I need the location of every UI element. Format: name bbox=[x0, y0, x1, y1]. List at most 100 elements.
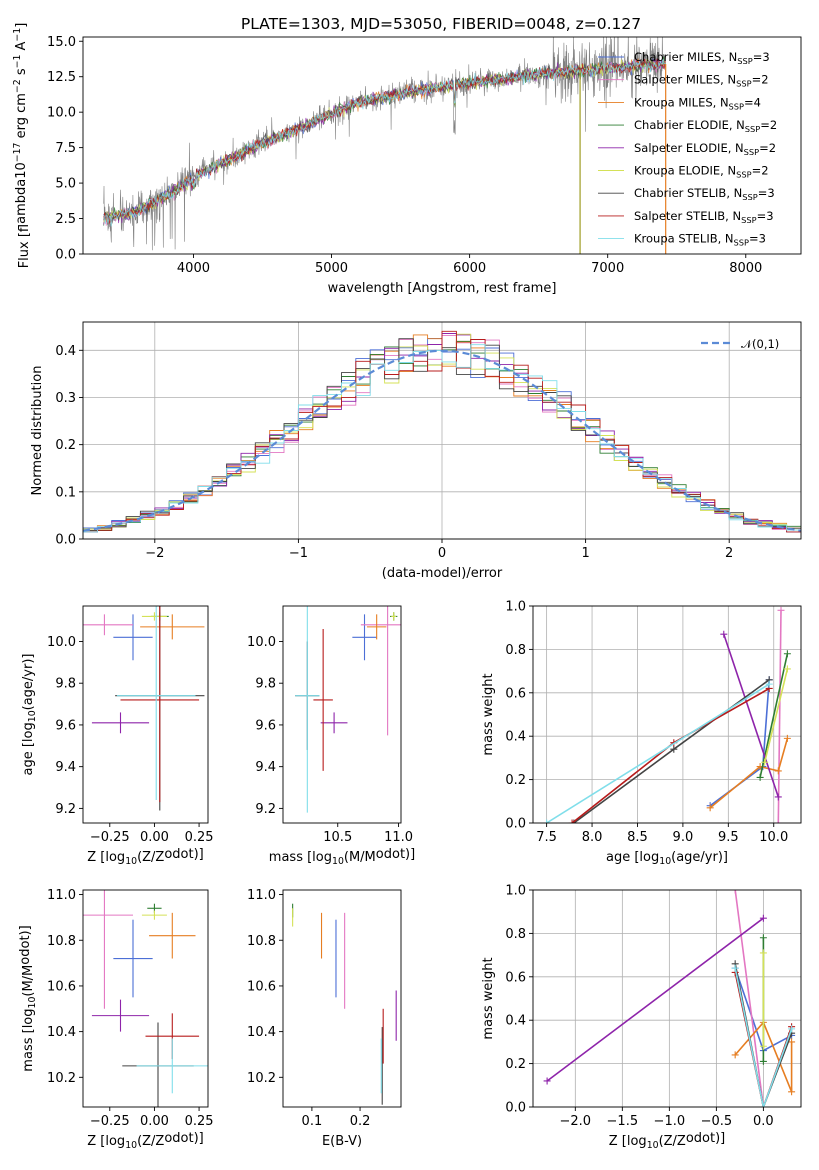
errorbar-point bbox=[91, 999, 150, 1032]
x-tick-label: 6000 bbox=[453, 261, 486, 276]
gaussian-curve bbox=[83, 349, 801, 532]
residual-histogram bbox=[83, 344, 801, 539]
errorbar-point bbox=[352, 614, 377, 661]
y-tick-label: 0.2 bbox=[55, 438, 76, 453]
series-marker bbox=[543, 1077, 551, 1085]
residuals-frame bbox=[82, 321, 802, 540]
y-tick-label: 5.0 bbox=[55, 177, 76, 192]
y-tick-label: 0.2 bbox=[505, 773, 526, 788]
x-tick-label: 11.0 bbox=[384, 830, 413, 845]
y-tick-label: 0.0 bbox=[505, 817, 526, 832]
residuals-xlabel: (data-model)/error bbox=[382, 566, 503, 581]
y-tick-label: 10.4 bbox=[247, 1025, 276, 1040]
y-tick-label: 2.5 bbox=[55, 212, 76, 227]
legend-label: Chabrier ELODIE, NSSP=2 bbox=[634, 118, 777, 134]
x-tick-label: −1.5 bbox=[607, 1114, 639, 1129]
y-tick-label: 12.5 bbox=[47, 70, 76, 85]
errorbar-point bbox=[141, 612, 167, 621]
y-tick-label: 1.0 bbox=[505, 600, 526, 615]
x-tick-label: −2 bbox=[145, 546, 164, 561]
y-tick-label: 10.2 bbox=[247, 1071, 276, 1086]
weight-vs-Z-plot-area bbox=[543, 890, 796, 1107]
age-vs-Z-ylabel: age [log10(age/yr)] bbox=[21, 654, 38, 776]
x-tick-label: 0.1 bbox=[302, 1114, 323, 1129]
x-tick-label: −0.25 bbox=[90, 1114, 130, 1129]
mass-vs-Z-ticks: −0.25 0.00 0.25 10.2 10.4 10.6 10.8 11.0 bbox=[47, 888, 214, 1129]
y-tick-label: 7.5 bbox=[55, 141, 76, 156]
mass-vs-Z-plot-area bbox=[83, 890, 208, 1107]
series-marker bbox=[731, 890, 739, 894]
legend-label: Kroupa MILES, NSSP=4 bbox=[634, 95, 761, 111]
legend-label: Chabrier STELIB, NSSP=3 bbox=[634, 186, 775, 202]
age-vs-mass-plot-area bbox=[295, 606, 401, 813]
mass-vs-EBV-xlabel: E(B-V) bbox=[322, 1134, 362, 1149]
series-marker bbox=[759, 1057, 767, 1065]
series-line bbox=[723, 633, 780, 798]
errorbar-point bbox=[83, 890, 133, 1009]
residuals-chart: −2 −1 0 1 2 0.0 0.1 0.2 0.3 0.4 (data-model)/error… bbox=[30, 321, 802, 581]
weight-vs-Z-xlabel: Z [log10(Z/Zodot)] bbox=[609, 1131, 726, 1151]
age-vs-mass-chart: 10.5 11.0 9.2 9.4 9.6 9.8 10.0 mass [log10(M/Mo… bbox=[247, 605, 415, 867]
series-marker bbox=[774, 793, 782, 801]
series-marker bbox=[783, 665, 791, 673]
mass-weight-series bbox=[761, 665, 791, 766]
errorbar-point bbox=[366, 614, 387, 640]
series-marker bbox=[761, 758, 769, 766]
spectrum-chart: 4000 5000 6000 7000 8000 0.0 2.5 5.0 7.5 10.0 12.5… bbox=[12, 23, 802, 296]
mass-weight-series bbox=[543, 914, 767, 1085]
series-marker bbox=[774, 819, 782, 823]
weight-vs-Z-chart: −2.0 −1.5 −1.0 −0.5 0.0 0.0 0.2 0.4 0.6 0.8 1.0 Z [… bbox=[481, 884, 802, 1151]
age-vs-Z-plot-area bbox=[83, 606, 205, 811]
errorbar-point bbox=[313, 628, 333, 771]
series-marker bbox=[706, 804, 714, 812]
x-tick-label: −0.5 bbox=[701, 1114, 733, 1129]
series-marker bbox=[765, 680, 773, 688]
spectrum-ticks: 4000 5000 6000 7000 8000 0.0 2.5 5.0 7.5 10.0 12.5… bbox=[47, 35, 762, 276]
x-tick-label: 5000 bbox=[315, 261, 348, 276]
y-tick-label: 10.6 bbox=[47, 979, 76, 994]
y-tick-label: 11.0 bbox=[47, 888, 76, 903]
series-marker bbox=[731, 1051, 739, 1059]
errorbar-point bbox=[113, 614, 153, 661]
series-line bbox=[546, 917, 764, 1082]
mass-weight-series bbox=[731, 964, 796, 1107]
age-vs-mass-ticks: 10.5 11.0 9.2 9.4 9.6 9.8 10.0 bbox=[247, 635, 413, 845]
mass-vs-Z-frame bbox=[82, 889, 209, 1108]
spectrum-xlabel: wavelength [Angstrom, rest frame] bbox=[328, 281, 557, 296]
errorbar-point bbox=[91, 712, 150, 734]
errorbar-point bbox=[149, 912, 196, 959]
y-tick-label: 9.6 bbox=[255, 718, 276, 733]
legend-label: 𝒩(0,1) bbox=[741, 337, 779, 351]
errorbar-point bbox=[116, 606, 196, 801]
legend-label: Kroupa STELIB, NSSP=3 bbox=[634, 232, 766, 248]
y-tick-label: 15.0 bbox=[47, 35, 76, 50]
errorbar-point bbox=[136, 1038, 208, 1094]
y-tick-label: 9.8 bbox=[55, 677, 76, 692]
series-line bbox=[734, 967, 793, 1107]
age-vs-Z-xlabel: Z [log10(Z/Zodot)] bbox=[87, 847, 204, 867]
y-tick-label: 0.2 bbox=[505, 1057, 526, 1072]
x-tick-label: 7000 bbox=[591, 261, 624, 276]
x-tick-label: −1.0 bbox=[654, 1114, 686, 1129]
y-tick-label: 0.4 bbox=[505, 730, 526, 745]
legend-label: Kroupa ELODIE, NSSP=2 bbox=[634, 164, 769, 180]
errorbar-point bbox=[83, 614, 133, 636]
y-tick-label: 0.0 bbox=[55, 533, 76, 548]
legend-label: Salpeter ELODIE, NSSP=2 bbox=[634, 141, 776, 157]
x-tick-label: 8.5 bbox=[627, 830, 648, 845]
mass-weight-series bbox=[759, 949, 767, 1050]
y-tick-label: 0.6 bbox=[505, 970, 526, 985]
y-tick-label: 10.0 bbox=[247, 635, 276, 650]
series-marker bbox=[788, 1088, 796, 1096]
weight-vs-age-ticks: 7.5 8.0 8.5 9.0 9.5 10.0 0.0 0.2 0.4 0.6 0.8 1.0 bbox=[505, 600, 788, 846]
x-tick-label: 0 bbox=[438, 546, 446, 561]
figure-title: PLATE=1303, MJD=53050, FIBERID=0048, z=0… bbox=[241, 15, 641, 33]
x-tick-label: 0.25 bbox=[185, 830, 214, 845]
series-marker bbox=[788, 1025, 796, 1033]
weight-vs-age-xlabel: age [log10(age/yr)] bbox=[606, 850, 728, 867]
errorbar-point bbox=[391, 612, 397, 621]
x-tick-label: −2.0 bbox=[560, 1114, 592, 1129]
spectrum-plot-area bbox=[103, 37, 667, 254]
errorbar-point bbox=[295, 606, 320, 813]
